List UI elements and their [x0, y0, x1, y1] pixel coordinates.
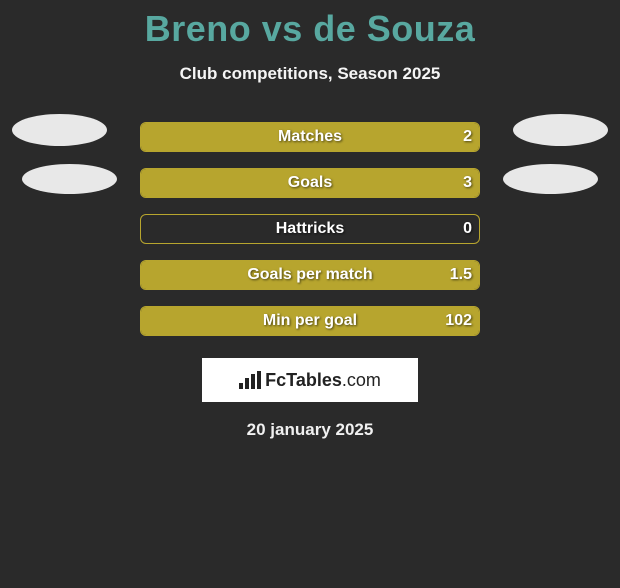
- subtitle: Club competitions, Season 2025: [0, 64, 620, 84]
- stat-row: Matches 2: [0, 114, 620, 160]
- bar-track: [140, 168, 480, 198]
- stat-row: Goals per match 1.5: [0, 252, 620, 298]
- stat-value-right: 1.5: [450, 260, 472, 290]
- stat-value-right: 102: [445, 306, 472, 336]
- stat-value-right: 3: [463, 168, 472, 198]
- bar-track: [140, 214, 480, 244]
- stat-row: Min per goal 102: [0, 298, 620, 344]
- bar-track: [140, 260, 480, 290]
- stat-value-right: 0: [463, 214, 472, 244]
- bar-track: [140, 306, 480, 336]
- bar-fill-right: [141, 123, 479, 151]
- bar-fill-right: [141, 307, 479, 335]
- date-text: 20 january 2025: [0, 420, 620, 440]
- bar-fill-right: [141, 261, 479, 289]
- bar-track: [140, 122, 480, 152]
- comparison-chart: Matches 2 Goals 3 Hattricks 0 Goals per …: [0, 114, 620, 344]
- bars-icon: [239, 371, 261, 389]
- stat-row: Goals 3: [0, 160, 620, 206]
- logo-text: FcTables.com: [265, 370, 381, 391]
- fctables-logo: FcTables.com: [202, 358, 418, 402]
- stat-row: Hattricks 0: [0, 206, 620, 252]
- page-title: Breno vs de Souza: [0, 8, 620, 50]
- stat-value-right: 2: [463, 122, 472, 152]
- bar-fill-right: [141, 169, 479, 197]
